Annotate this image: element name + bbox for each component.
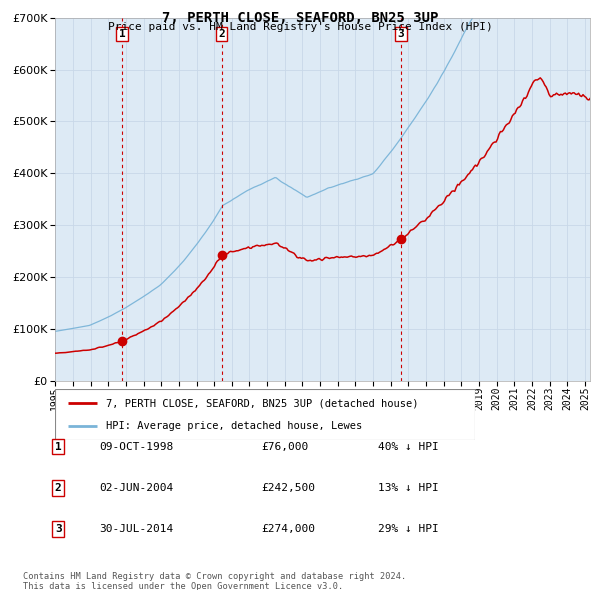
Text: Contains HM Land Registry data © Crown copyright and database right 2024.: Contains HM Land Registry data © Crown c… bbox=[23, 572, 406, 581]
Text: 7, PERTH CLOSE, SEAFORD, BN25 3UP (detached house): 7, PERTH CLOSE, SEAFORD, BN25 3UP (detac… bbox=[106, 398, 418, 408]
Text: 2: 2 bbox=[55, 483, 62, 493]
Text: £242,500: £242,500 bbox=[261, 483, 315, 493]
Text: 40% ↓ HPI: 40% ↓ HPI bbox=[378, 442, 439, 451]
Text: £76,000: £76,000 bbox=[261, 442, 308, 451]
Text: 02-JUN-2004: 02-JUN-2004 bbox=[99, 483, 173, 493]
Text: 2: 2 bbox=[218, 29, 225, 39]
Text: 29% ↓ HPI: 29% ↓ HPI bbox=[378, 525, 439, 534]
Text: 1: 1 bbox=[119, 29, 125, 39]
Text: This data is licensed under the Open Government Licence v3.0.: This data is licensed under the Open Gov… bbox=[23, 582, 343, 590]
Text: 7, PERTH CLOSE, SEAFORD, BN25 3UP: 7, PERTH CLOSE, SEAFORD, BN25 3UP bbox=[162, 11, 438, 25]
Text: 30-JUL-2014: 30-JUL-2014 bbox=[99, 525, 173, 534]
Text: £274,000: £274,000 bbox=[261, 525, 315, 534]
Text: 13% ↓ HPI: 13% ↓ HPI bbox=[378, 483, 439, 493]
Text: 09-OCT-1998: 09-OCT-1998 bbox=[99, 442, 173, 451]
Text: 1: 1 bbox=[55, 442, 62, 451]
Text: Price paid vs. HM Land Registry's House Price Index (HPI): Price paid vs. HM Land Registry's House … bbox=[107, 22, 493, 32]
Text: HPI: Average price, detached house, Lewes: HPI: Average price, detached house, Lewe… bbox=[106, 421, 362, 431]
Text: 3: 3 bbox=[55, 525, 62, 534]
Text: 3: 3 bbox=[398, 29, 404, 39]
